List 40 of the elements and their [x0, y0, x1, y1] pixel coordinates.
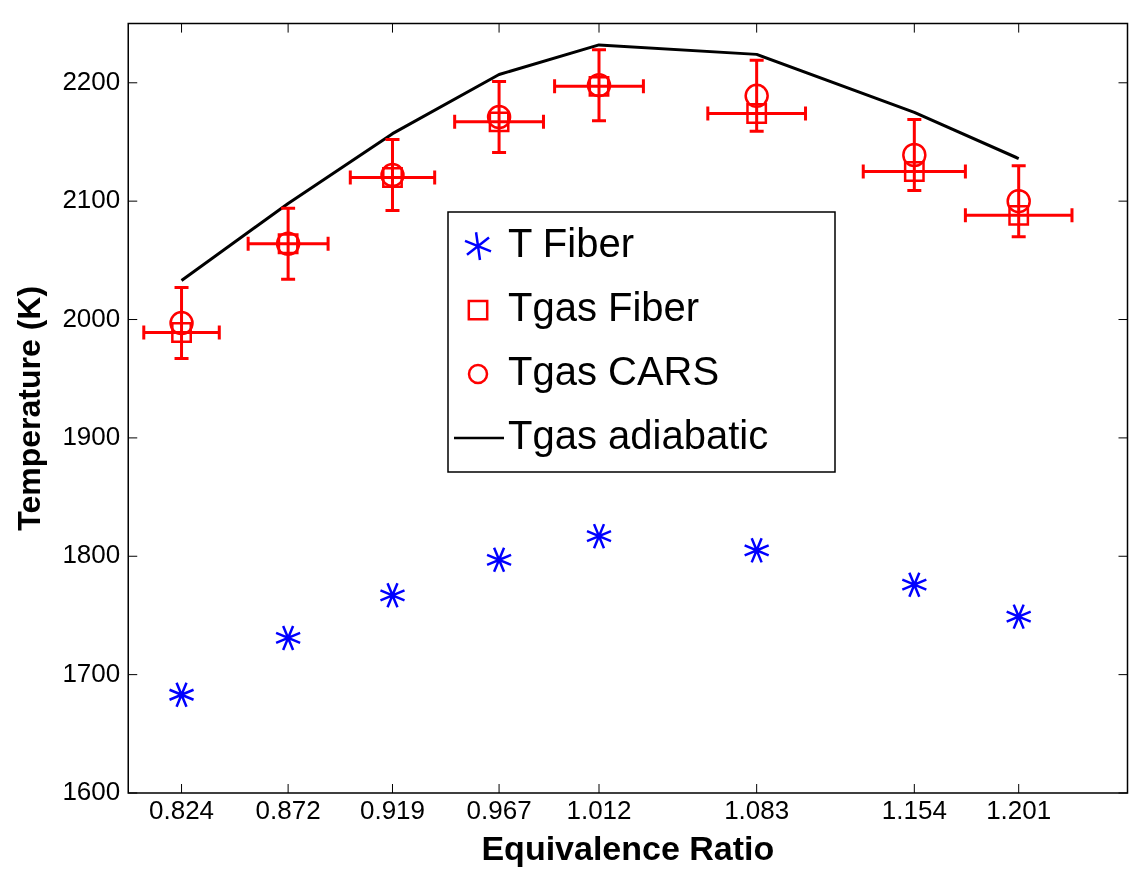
point — [585, 522, 613, 550]
x-tick-label: 0.967 — [466, 794, 532, 825]
x-tick-label: 0.824 — [148, 794, 215, 825]
point — [380, 162, 405, 188]
y-tick-label: 1800 — [62, 539, 121, 570]
point — [379, 582, 406, 609]
point — [744, 83, 769, 109]
point — [274, 624, 302, 652]
x-tick-label: 1.201 — [986, 794, 1052, 825]
y-tick-label: 2000 — [62, 302, 121, 333]
legend-label: Tgas Fiber — [508, 285, 700, 330]
point — [903, 161, 925, 182]
x-tick-label: 0.872 — [255, 794, 321, 825]
y-axis-title: Temperature (K) — [11, 285, 48, 531]
x-tick-label: 1.154 — [881, 794, 947, 825]
x-tick-label: 0.919 — [359, 794, 426, 825]
y-tick-label: 1900 — [62, 421, 121, 452]
y-tick-label: 1700 — [62, 657, 121, 688]
y-tick-label: 2100 — [62, 184, 121, 215]
point — [902, 142, 927, 168]
y-tick-label: 2200 — [62, 65, 121, 96]
point — [1006, 188, 1031, 214]
x-tick-label: 1.012 — [566, 794, 632, 825]
point — [488, 111, 510, 133]
point — [485, 546, 513, 574]
point — [743, 537, 770, 564]
point — [168, 681, 195, 709]
x-axis-title: Equivalence Ratio — [481, 828, 775, 867]
point — [169, 310, 194, 336]
x-tick-label: 1.083 — [724, 794, 790, 825]
point — [746, 103, 768, 124]
point — [901, 571, 928, 598]
point — [1008, 204, 1030, 226]
point — [382, 167, 403, 188]
point — [1005, 603, 1032, 630]
legend-label: Tgas adiabatic — [508, 413, 769, 458]
legend-label: T Fiber — [508, 221, 634, 266]
y-tick-label: 1600 — [62, 776, 121, 807]
point — [486, 104, 512, 130]
legend-label: Tgas CARS — [508, 349, 720, 394]
